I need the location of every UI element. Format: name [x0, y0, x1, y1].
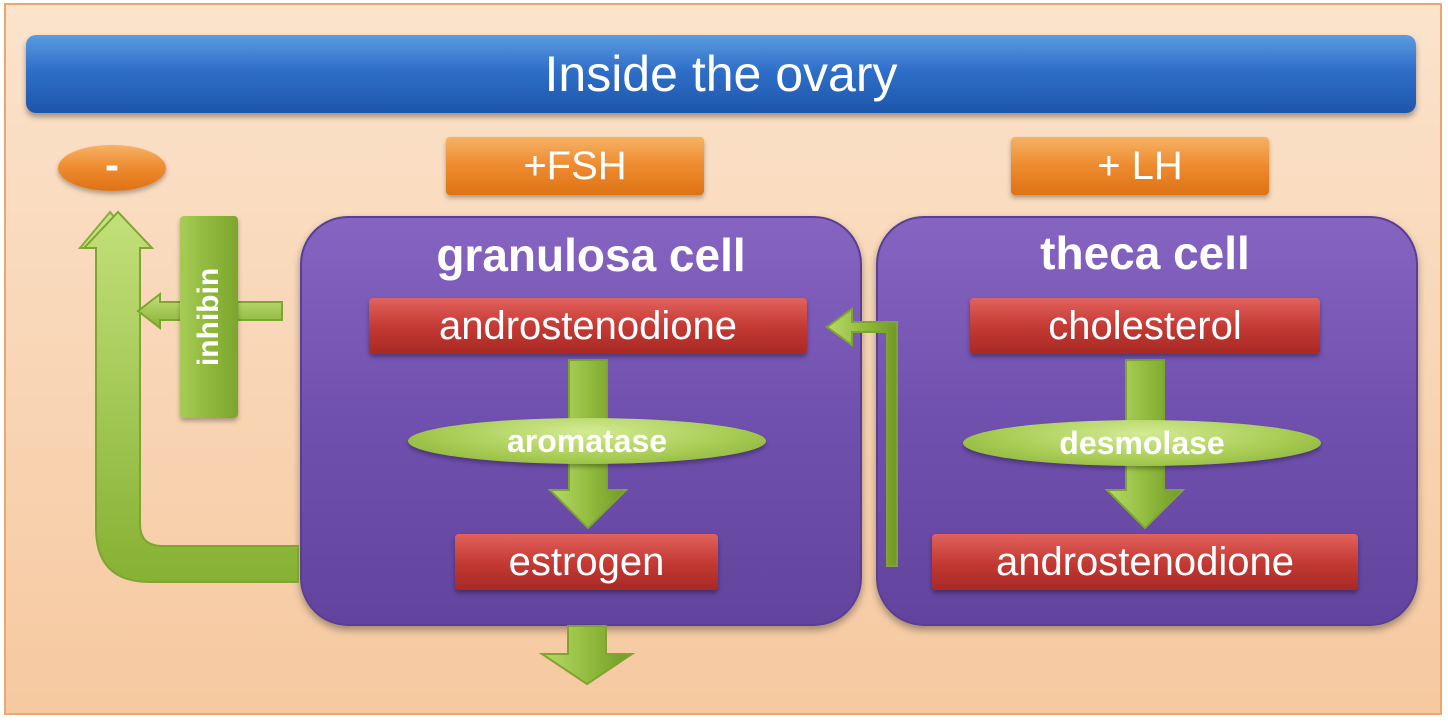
- negative-feedback-sign: -: [58, 144, 166, 191]
- cholesterol-box: cholesterol: [970, 298, 1320, 354]
- estrogen-box: estrogen: [455, 534, 718, 590]
- theca-cell-title: theca cell: [1040, 227, 1250, 279]
- feedback-arrow-body: [81, 210, 299, 583]
- inhibin-box: inhibin: [180, 216, 238, 418]
- estrogen-output-arrow: [538, 625, 636, 686]
- aromatase-enzyme: aromatase: [408, 418, 766, 464]
- theca-product-box: androstenodione: [932, 534, 1358, 590]
- granulosa-cell-title: granulosa cell: [436, 229, 746, 281]
- fsh-stimulus-box: +FSH: [446, 137, 704, 195]
- transfer-arrow: [825, 307, 898, 567]
- lh-stimulus-box: + LH: [1011, 137, 1269, 195]
- inhibin-label: inhibin: [192, 267, 225, 367]
- granulosa-substrate-box: androstenodione: [369, 298, 807, 354]
- desmolase-enzyme: desmolase: [963, 420, 1321, 466]
- page-title: Inside the ovary: [26, 35, 1416, 113]
